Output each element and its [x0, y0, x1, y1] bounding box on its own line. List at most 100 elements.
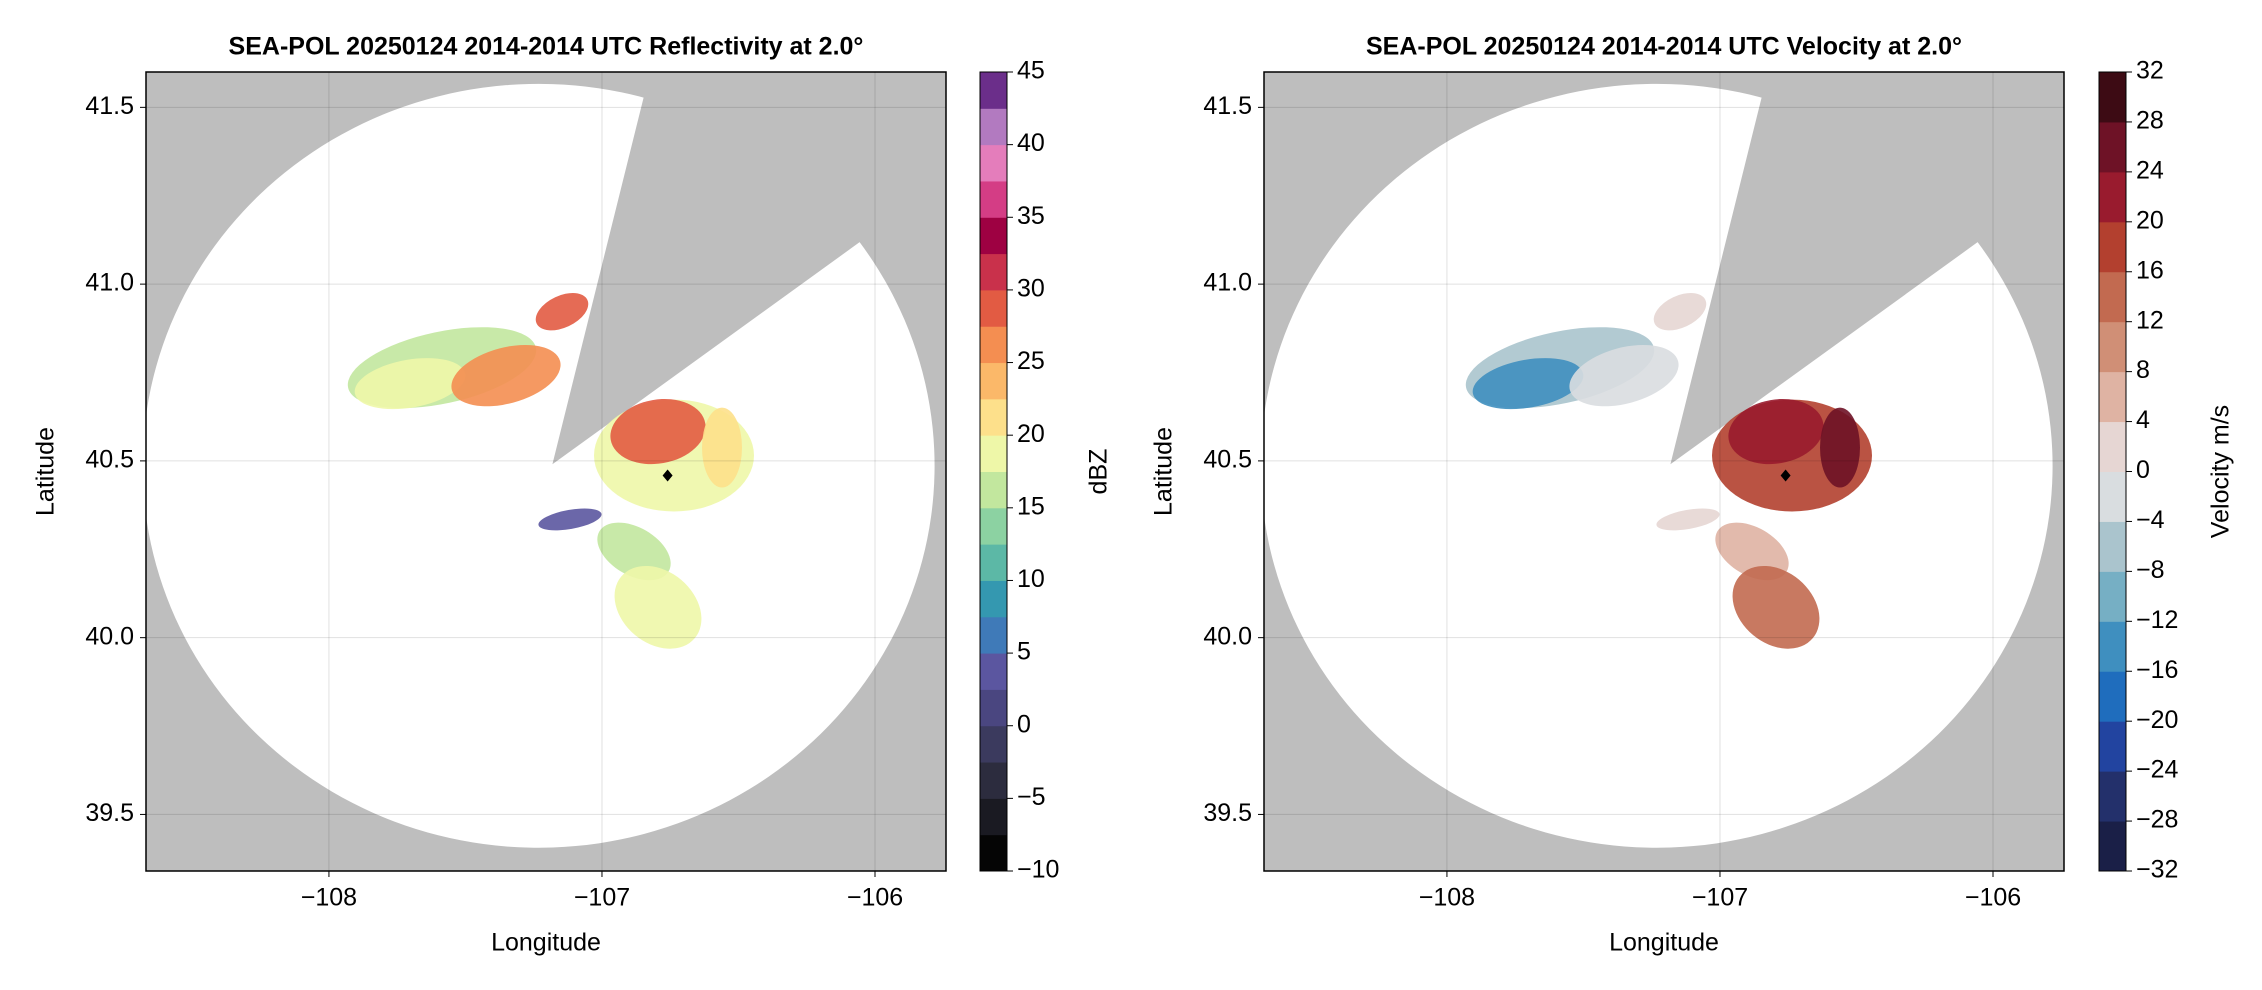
- x-tick-label: −106: [847, 884, 903, 912]
- colorbar-bin: [980, 580, 1007, 618]
- colorbar-bin: [2099, 72, 2126, 123]
- echo: [538, 508, 602, 531]
- colorbar-bin: [2099, 521, 2126, 572]
- colorbar-bin: [2099, 421, 2126, 472]
- y-tick-label: 41.0: [1203, 269, 1252, 297]
- colorbar-tick-label: 45: [1017, 57, 1045, 85]
- colorbar-bin: [980, 398, 1007, 436]
- echo: [1653, 292, 1707, 331]
- colorbar-tick-label: 12: [2136, 306, 2164, 334]
- colorbar-bin: [2099, 371, 2126, 423]
- echo: [1820, 407, 1860, 488]
- echo: [614, 565, 702, 649]
- radar-coverage: [1260, 83, 2053, 848]
- chart-title: SEA-POL 20250124 2014-2014 UTC Reflectiv…: [229, 33, 864, 61]
- colorbar-bin: [2099, 471, 2126, 522]
- x-tick-label: −108: [1419, 884, 1475, 912]
- colorbar-tick-label: −24: [2136, 756, 2179, 784]
- echo: [451, 344, 561, 407]
- colorbar-bin: [2099, 621, 2126, 672]
- echo: [354, 358, 466, 410]
- colorbar-tick-label: −10: [1017, 856, 1059, 884]
- colorbar-tick-label: 5: [1017, 638, 1031, 666]
- y-tick-label: 40.0: [1203, 622, 1252, 650]
- colorbar-tick-label: −32: [2136, 856, 2178, 884]
- y-tick-label: 40.5: [85, 446, 134, 474]
- colorbar-tick-label: −5: [1017, 783, 1046, 811]
- colorbar-bin: [2099, 321, 2126, 373]
- echo: [1715, 522, 1789, 581]
- x-tick-label: −107: [574, 884, 630, 912]
- echo: [597, 522, 671, 581]
- colorbar-tick-label: 24: [2136, 156, 2164, 184]
- colorbar-bin: [980, 326, 1007, 364]
- colorbar-tick-label: 30: [1017, 275, 1045, 303]
- y-tick-label: 40.0: [85, 622, 134, 650]
- colorbar-tick-label: 32: [2136, 57, 2164, 85]
- colorbar-tick-label: 16: [2136, 256, 2164, 284]
- colorbar-tick-label: −28: [2136, 806, 2178, 834]
- x-axis-label: Longitude: [491, 929, 601, 957]
- y-tick-label: 40.5: [1203, 446, 1252, 474]
- plot-frame: [1263, 71, 2065, 872]
- y-tick-label: 41.5: [85, 92, 134, 120]
- colorbar-tick-label: 8: [2136, 356, 2150, 384]
- colorbar-tick-label: −20: [2136, 706, 2178, 734]
- x-tick-label: −107: [1692, 884, 1748, 912]
- colorbar-label: Velocity m/s: [2207, 405, 2235, 538]
- colorbar-label: dBZ: [1085, 449, 1113, 495]
- colorbar-bin: [980, 435, 1007, 472]
- echo: [535, 292, 589, 331]
- colorbar-bin: [980, 689, 1007, 727]
- colorbar-bin: [980, 362, 1007, 400]
- colorbar-bin: [980, 725, 1007, 763]
- radar-site: [1780, 469, 1791, 482]
- colorbar-bin: [980, 217, 1007, 255]
- echo: [1569, 344, 1679, 407]
- y-tick-label: 41.0: [85, 269, 134, 297]
- y-axis-label: Latitude: [32, 427, 60, 516]
- colorbar-bin: [980, 544, 1007, 581]
- colorbar-bin: [980, 762, 1007, 799]
- colorbar-bin: [980, 834, 1007, 872]
- echo: [702, 407, 742, 488]
- colorbar-tick-label: 15: [1017, 492, 1045, 520]
- colorbar-bin: [2099, 571, 2126, 622]
- colorbar-tick-label: 28: [2136, 107, 2164, 135]
- echo: [1472, 358, 1584, 410]
- colorbar-bin: [2099, 721, 2126, 772]
- colorbar-tick-label: −12: [2136, 606, 2178, 634]
- echo: [1656, 508, 1720, 531]
- colorbar-bin: [980, 144, 1007, 182]
- radar-coverage: [142, 83, 935, 848]
- colorbar-tick-label: 0: [2136, 456, 2150, 484]
- x-axis-label: Longitude: [1609, 929, 1719, 957]
- colorbar-bin: [2099, 671, 2126, 722]
- colorbar-bin: [2099, 121, 2126, 173]
- colorbar-bin: [980, 180, 1007, 218]
- colorbar-tick-label: 10: [1017, 565, 1045, 593]
- colorbar-tick-label: −4: [2136, 506, 2165, 534]
- colorbar-tick-label: 35: [1017, 202, 1045, 230]
- colorbar-tick-label: −8: [2136, 556, 2165, 584]
- colorbar-bin: [980, 616, 1007, 654]
- colorbar-tick-label: 0: [1017, 710, 1031, 738]
- colorbar-bin: [980, 289, 1007, 327]
- colorbar-bin: [980, 471, 1007, 509]
- colorbar-bin: [2099, 171, 2126, 223]
- colorbar-bin: [980, 72, 1007, 109]
- x-tick-label: −108: [301, 884, 357, 912]
- colorbar-bin: [2099, 821, 2126, 872]
- colorbar-bin: [980, 108, 1007, 146]
- y-axis-label: Latitude: [1150, 427, 1178, 516]
- colorbar-bin: [2099, 271, 2126, 323]
- echo: [610, 398, 706, 465]
- colorbar-tick-label: 20: [2136, 206, 2164, 234]
- colorbar-tick-label: 25: [1017, 347, 1045, 375]
- colorbar-bin: [980, 798, 1007, 836]
- colorbar-tick-label: 4: [2136, 406, 2150, 434]
- x-tick-label: −106: [1965, 884, 2021, 912]
- radar-site: [662, 469, 673, 482]
